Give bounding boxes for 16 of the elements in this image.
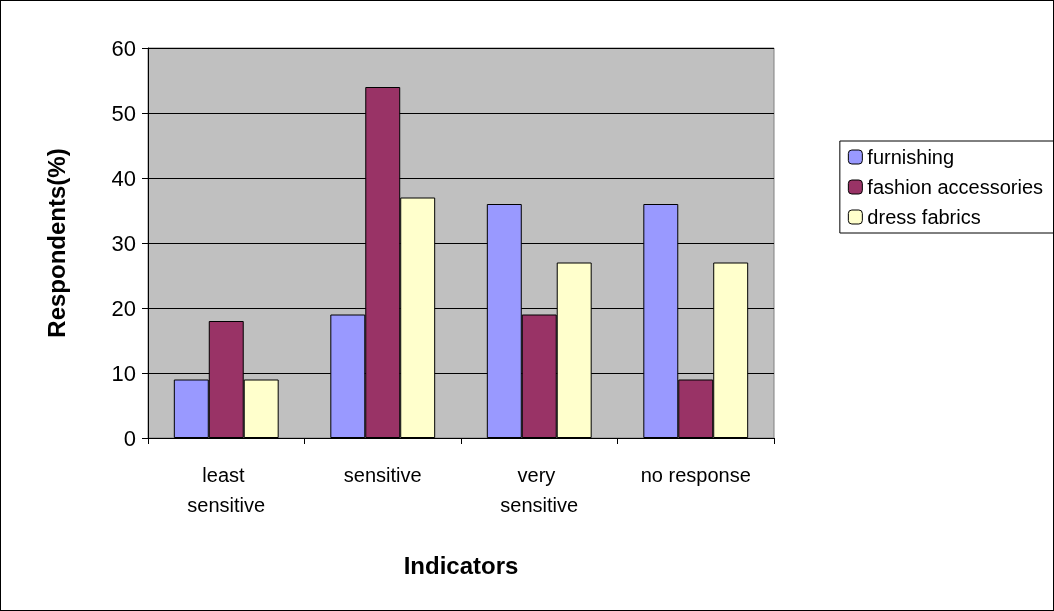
legend-label: dress fabrics <box>867 206 981 228</box>
x-tick-label: very sensitive <box>500 464 579 516</box>
y-tick-label: 60 <box>111 35 136 61</box>
y-tick-label: 40 <box>111 165 136 191</box>
x-axis-title: Indicators <box>403 551 519 579</box>
legend-label: furnishing <box>867 146 955 168</box>
y-tick-label: 30 <box>111 230 136 256</box>
y-tick-label: 20 <box>111 295 136 321</box>
y-tick-label: 0 <box>123 425 136 451</box>
x-tick-label: sensitive <box>343 464 422 486</box>
y-tick-label: 50 <box>111 100 136 126</box>
x-tick-label: no response <box>640 464 751 486</box>
legend-label: fashion accessories <box>867 176 1044 198</box>
y-tick-label: 10 <box>111 360 136 386</box>
x-tick-label: least sensitive <box>187 464 266 516</box>
y-axis-title: Respondents(%) <box>42 148 70 338</box>
